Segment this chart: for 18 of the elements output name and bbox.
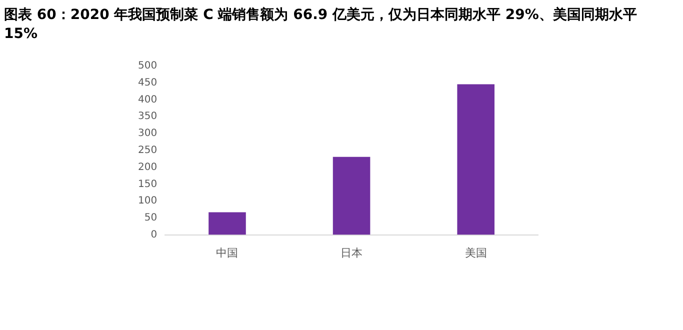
y-tick-label: 50: [144, 212, 158, 224]
y-tick-label: 0: [150, 229, 158, 240]
y-tick-label: 400: [138, 94, 158, 106]
y-tick-label: 200: [138, 162, 158, 173]
x-tick-label: 中国: [216, 246, 238, 260]
y-tick-label: 150: [138, 178, 158, 190]
bar: [457, 84, 494, 235]
chart-title: 图表 60：2020 年我国预制菜 C 端销售额为 66.9 亿美元，仅为日本同期水平 29%、美国同期水平 15%: [4, 6, 638, 44]
y-tick-label: 500: [138, 60, 158, 72]
bar: [208, 212, 246, 235]
y-tick-label: 350: [138, 111, 158, 122]
x-tick-label: 美国: [464, 246, 487, 260]
bar: [332, 156, 370, 235]
y-tick-label: 450: [138, 77, 158, 88]
y-tick-label: 100: [138, 196, 158, 207]
x-tick-label: 日本: [340, 246, 363, 260]
y-tick-label: 300: [138, 128, 158, 140]
y-tick-label: 250: [138, 144, 158, 156]
